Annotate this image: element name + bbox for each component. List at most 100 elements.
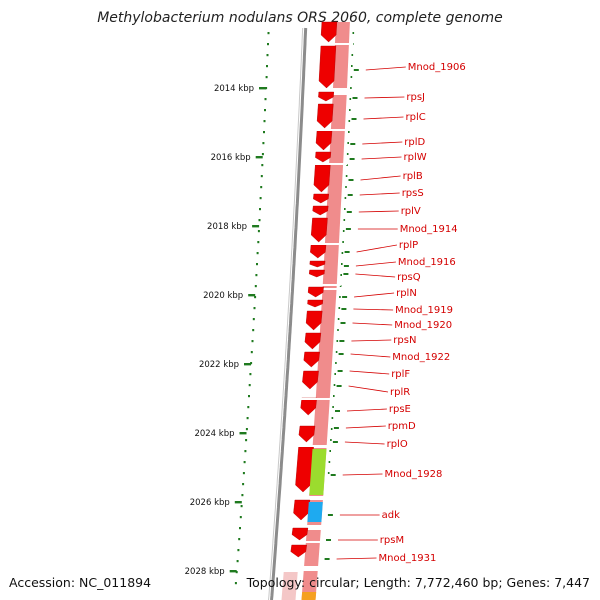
- anchor-tick: [330, 474, 336, 476]
- ruler-dot: [266, 65, 268, 68]
- anchor-tick: [347, 194, 353, 196]
- anchor-tick: [342, 296, 348, 298]
- major-tick: [244, 363, 251, 366]
- ruler-dot: [234, 582, 237, 585]
- reverse-strand-band: [333, 22, 350, 88]
- backbone-layer: [268, 27, 308, 600]
- leader-line: [360, 175, 401, 181]
- ruler-dot: [263, 120, 266, 123]
- ruler-dot: [349, 98, 352, 100]
- feature-light-block: [281, 572, 298, 600]
- cds-forward-arrow: [310, 217, 328, 243]
- major-tick: [259, 87, 266, 90]
- gene-label: rpsJ: [406, 92, 425, 103]
- gene-label: rplV: [401, 206, 421, 217]
- reverse-strand-band: [322, 95, 347, 288]
- reverse-strand-band: [304, 530, 321, 566]
- gene-label: adk: [382, 510, 400, 521]
- leader-line: [346, 408, 387, 412]
- major-tick: [234, 501, 242, 504]
- anchor-tick: [351, 118, 357, 120]
- ruler-dot: [327, 472, 330, 474]
- ruler-dot: [254, 296, 257, 299]
- leader-line: [342, 473, 383, 476]
- ruler-dot: [258, 219, 261, 222]
- ruler-dot: [335, 362, 337, 364]
- anchor-tick: [353, 69, 359, 71]
- gene-label: rplW: [404, 152, 427, 163]
- ruler-dot: [342, 230, 345, 232]
- tick-label: 2028 kbp: [185, 567, 225, 577]
- cds-forward-arrow: [307, 299, 324, 308]
- ruler-dot: [250, 362, 253, 365]
- cds-forward-arrow: [308, 269, 325, 278]
- leader-line: [361, 156, 402, 160]
- gene-label: rplO: [387, 439, 408, 450]
- leader-line: [350, 353, 391, 358]
- ruler-dot: [351, 54, 354, 56]
- ruler-dot: [264, 109, 266, 112]
- ruler-dot: [329, 450, 331, 452]
- gene-label: rplD: [404, 137, 425, 148]
- anchor-tick: [345, 228, 351, 230]
- ruler-dot: [330, 439, 332, 441]
- accession-text: Accession: NC_011894: [9, 575, 152, 590]
- ruler-dot: [261, 153, 264, 156]
- backbone-line: [270, 27, 308, 600]
- ruler-dot: [242, 472, 245, 475]
- reverse-strand-band: [312, 400, 330, 445]
- ruler-dot: [255, 274, 258, 277]
- ruler-dot: [333, 384, 336, 386]
- ruler-dot: [352, 32, 355, 34]
- gene-label: rpsQ: [397, 272, 421, 283]
- ruler-dot: [249, 373, 252, 376]
- gene-label: rplC: [406, 112, 426, 123]
- cds-forward-arrow: [303, 351, 320, 368]
- cds-forward-arrow: [291, 527, 309, 541]
- ruler-dot: [257, 241, 260, 244]
- segment-gap: [281, 541, 324, 543]
- gene-label: Mnod_1928: [385, 469, 443, 480]
- ruler-dot: [261, 164, 264, 167]
- ruler-dot: [264, 98, 267, 101]
- leader-line: [365, 66, 406, 71]
- ruler-dot: [247, 406, 250, 409]
- gene-label: rpmD: [388, 421, 416, 432]
- ruler-dot: [328, 461, 331, 463]
- ruler-dot: [344, 208, 346, 210]
- cds-forward-arrow: [300, 397, 318, 416]
- cds-forward-arrow: [313, 193, 330, 204]
- ruler-dot: [346, 153, 349, 155]
- ruler-dot: [331, 417, 334, 419]
- anchor-tick: [352, 97, 358, 99]
- ruler-dot: [349, 109, 351, 111]
- ruler-dot: [338, 307, 341, 309]
- gene-label: rpsS: [402, 188, 424, 199]
- major-tick: [255, 156, 263, 159]
- segment-gap: [305, 163, 348, 165]
- cds-forward-arrow: [304, 332, 322, 350]
- ruler-dot: [256, 252, 259, 255]
- anchor-tick: [338, 353, 344, 355]
- anchor-tick: [332, 441, 338, 443]
- cds-forward-arrow: [310, 244, 327, 259]
- ruler-dot: [335, 351, 338, 353]
- leader-line: [355, 261, 396, 267]
- anchor-tick: [349, 158, 355, 160]
- segment-gap: [288, 445, 331, 447]
- ruler-dot: [262, 142, 265, 145]
- segment-gap: [285, 496, 328, 498]
- ruler-dot: [252, 329, 255, 332]
- segment-gap: [307, 129, 349, 131]
- segment-gap: [301, 243, 344, 245]
- leader-line: [336, 557, 377, 560]
- leader-line: [362, 141, 403, 145]
- leader-line: [349, 370, 390, 375]
- ruler-dot: [332, 406, 334, 408]
- gene-label: rplR: [390, 387, 410, 398]
- cds-forward-arrow: [307, 286, 324, 298]
- ruler-dot: [254, 285, 257, 288]
- feature-green-block: [309, 449, 327, 495]
- anchor-tick: [336, 385, 342, 387]
